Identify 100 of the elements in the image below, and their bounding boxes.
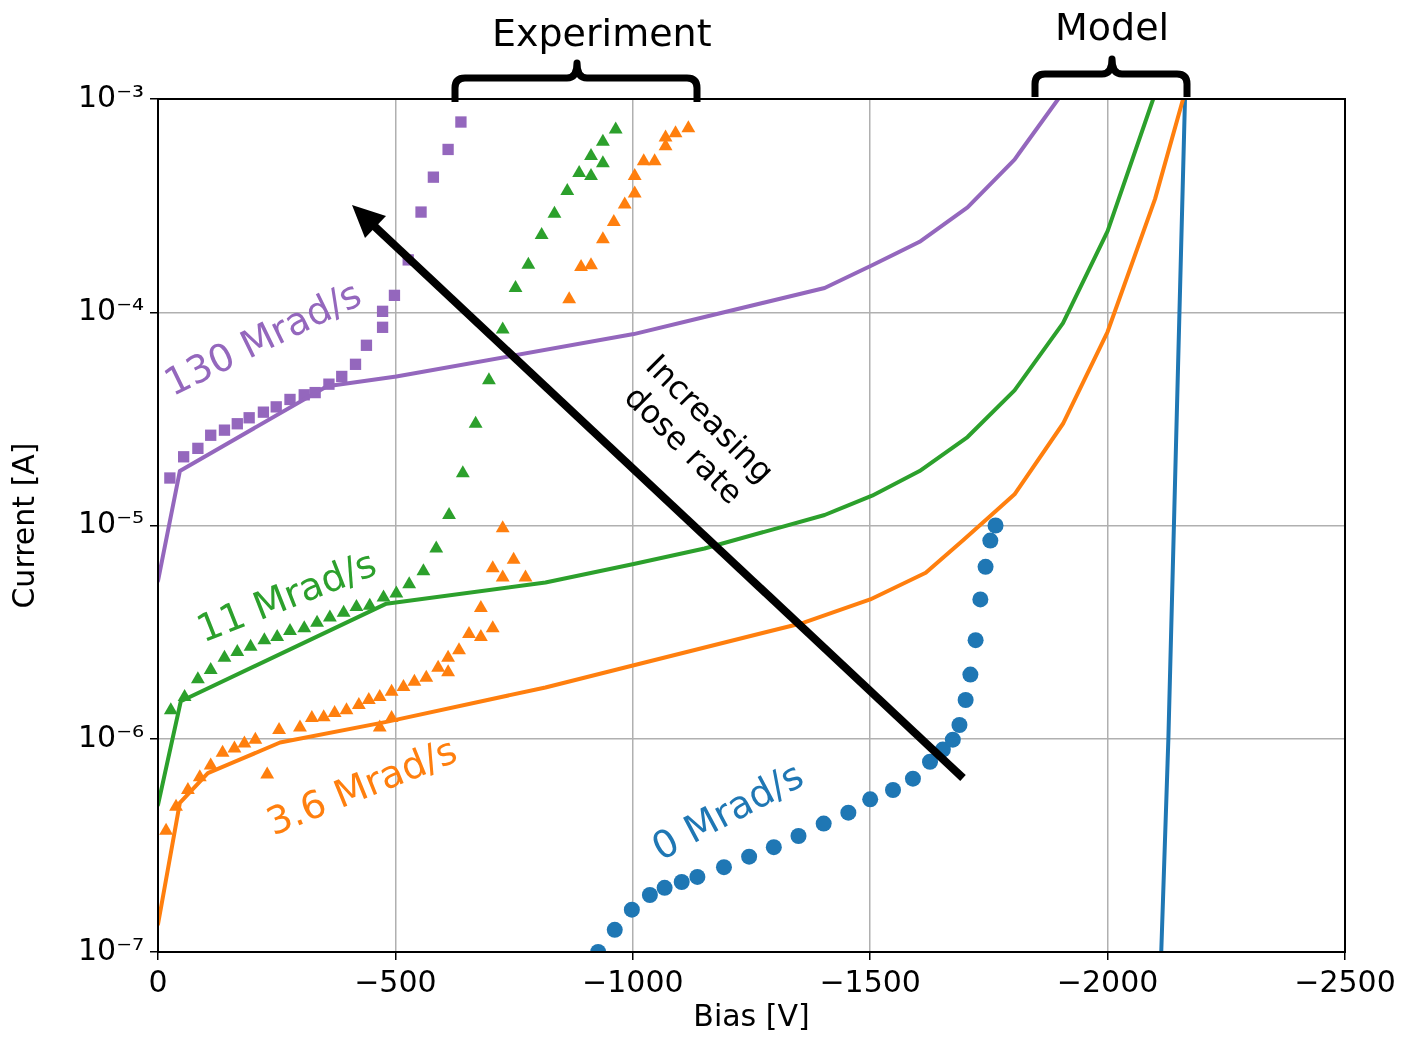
point — [595, 155, 610, 168]
point — [944, 731, 961, 748]
point — [521, 256, 536, 269]
text: Experiment — [492, 11, 712, 55]
point — [495, 569, 510, 582]
point — [248, 731, 263, 744]
point — [673, 873, 690, 890]
point — [904, 770, 921, 787]
point — [617, 196, 632, 209]
y-axis-title: Current [A] — [5, 442, 41, 609]
point — [376, 589, 391, 602]
point — [508, 279, 523, 292]
point — [482, 372, 496, 385]
y-tick-label: 10⁻⁵ — [77, 505, 144, 541]
point — [572, 164, 587, 177]
point — [243, 638, 258, 651]
point — [427, 171, 440, 183]
point — [495, 520, 510, 533]
point — [627, 168, 642, 181]
point — [192, 442, 204, 455]
point — [606, 921, 623, 938]
point — [595, 231, 610, 244]
point — [442, 507, 456, 519]
point — [407, 673, 422, 686]
point — [967, 632, 984, 649]
point — [485, 560, 500, 573]
point — [384, 683, 399, 696]
point — [177, 451, 190, 463]
point — [429, 540, 444, 553]
point — [351, 696, 366, 709]
point — [584, 257, 598, 270]
x-tick-label: 0 — [148, 963, 168, 999]
point — [951, 717, 968, 733]
point — [304, 710, 319, 723]
point — [283, 623, 297, 636]
point — [647, 153, 662, 166]
point — [227, 740, 242, 753]
point — [962, 666, 979, 683]
point — [957, 691, 974, 708]
point — [595, 133, 610, 146]
point — [560, 183, 575, 196]
point — [218, 424, 231, 436]
point — [473, 600, 488, 613]
point — [884, 782, 901, 798]
point — [376, 305, 389, 317]
point — [419, 669, 434, 682]
point — [473, 629, 488, 641]
point — [815, 815, 832, 832]
text: 11 Mrad/s — [190, 540, 382, 652]
point — [741, 848, 758, 865]
point — [455, 116, 467, 128]
point — [416, 563, 431, 576]
point — [163, 702, 178, 715]
point — [257, 406, 270, 418]
point — [376, 321, 389, 333]
point — [205, 429, 217, 441]
point — [270, 401, 282, 413]
y-tick-label: 10⁻⁷ — [77, 931, 144, 967]
point — [316, 709, 331, 722]
point — [360, 339, 373, 351]
point — [293, 719, 307, 732]
point — [518, 569, 533, 582]
point — [215, 744, 230, 757]
point — [388, 289, 401, 302]
point — [455, 465, 470, 478]
point — [584, 168, 598, 181]
point — [987, 517, 1004, 534]
point — [495, 321, 510, 334]
point — [715, 859, 732, 876]
point — [389, 585, 404, 598]
point — [462, 625, 476, 638]
point — [231, 418, 243, 430]
point — [230, 644, 245, 657]
point — [164, 472, 176, 484]
y-tick-label: 10⁻⁴ — [77, 292, 144, 328]
point — [203, 662, 218, 675]
point — [339, 702, 354, 715]
point — [237, 735, 252, 748]
point — [297, 620, 312, 633]
y-tick-label: 10⁻³ — [77, 78, 144, 114]
point — [636, 153, 651, 166]
point — [562, 291, 577, 304]
x-tick-label: −2500 — [1294, 963, 1396, 999]
point — [468, 415, 483, 428]
point — [627, 185, 642, 198]
point — [415, 206, 427, 218]
point — [260, 766, 275, 779]
point — [972, 591, 989, 608]
point — [442, 143, 454, 156]
x-tick-label: −500 — [354, 963, 437, 999]
point — [977, 558, 994, 575]
point — [547, 205, 562, 218]
point — [396, 678, 411, 691]
point — [656, 879, 673, 896]
point — [689, 868, 706, 885]
text: Model — [1055, 5, 1170, 49]
point — [485, 620, 500, 633]
x-tick-label: −1500 — [819, 963, 921, 999]
point — [681, 120, 696, 133]
point — [257, 632, 272, 645]
